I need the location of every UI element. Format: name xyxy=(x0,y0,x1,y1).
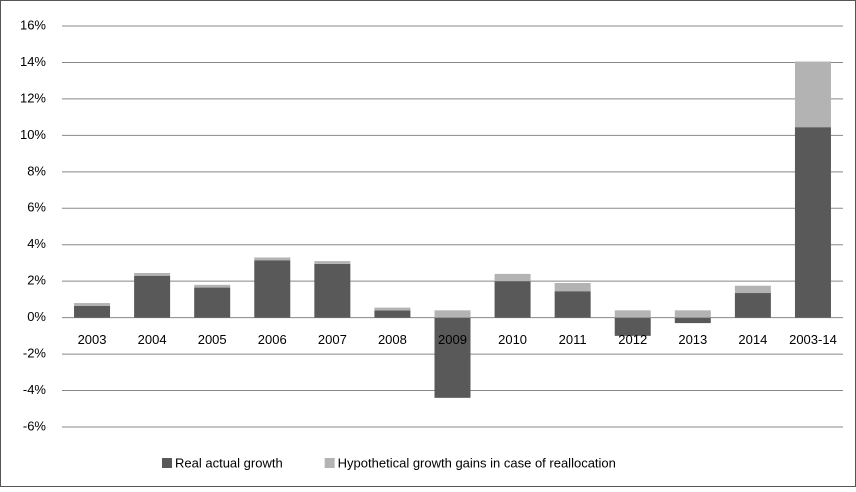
legend-label: Hypothetical growth gains in case of rea… xyxy=(338,455,616,470)
x-tick-label: 2003 xyxy=(78,332,107,347)
bar-segment xyxy=(794,127,831,318)
bar-segment xyxy=(254,257,291,261)
y-tick-label: 8% xyxy=(27,163,46,178)
x-tick-label: 2009 xyxy=(438,332,467,347)
y-tick-label: 2% xyxy=(27,273,46,288)
bar-segment xyxy=(554,283,591,292)
y-tick-label: 0% xyxy=(27,309,46,324)
bar-segment xyxy=(374,307,411,311)
x-tick-label: 2010 xyxy=(498,332,527,347)
y-tick-label: -2% xyxy=(23,346,47,361)
bar-segment xyxy=(254,260,291,318)
bar-segment xyxy=(614,310,651,318)
x-tick-label: 2005 xyxy=(198,332,227,347)
x-tick-label: 2014 xyxy=(738,332,767,347)
bar-segment xyxy=(74,303,111,306)
bar-segment xyxy=(374,310,411,318)
bar-segment xyxy=(674,310,711,318)
bar-segment xyxy=(194,284,231,288)
bar-segment xyxy=(674,317,711,324)
y-tick-label: 12% xyxy=(20,90,46,105)
legend-swatch xyxy=(162,458,172,468)
bar-segment xyxy=(614,317,651,336)
x-tick-label: 2006 xyxy=(258,332,287,347)
legend-label: Real actual growth xyxy=(175,455,283,470)
bar-segment xyxy=(434,317,471,398)
bar-segment xyxy=(194,287,231,318)
y-tick-label: 4% xyxy=(27,236,46,251)
bar-segment xyxy=(494,273,531,282)
bar-segment xyxy=(734,293,771,318)
y-tick-label: 6% xyxy=(27,200,46,215)
x-tick-label: 2013 xyxy=(678,332,707,347)
bar-segment xyxy=(314,261,351,264)
x-tick-label: 2008 xyxy=(378,332,407,347)
y-tick-label: 16% xyxy=(20,17,46,32)
y-tick-label: -4% xyxy=(23,382,47,397)
legend-swatch xyxy=(324,458,335,468)
x-tick-label: 2004 xyxy=(138,332,167,347)
bar-segment xyxy=(134,272,171,276)
y-tick-label: -6% xyxy=(23,418,47,433)
x-tick-label: 2003-14 xyxy=(789,332,837,347)
bar-segment xyxy=(554,291,591,318)
x-tick-label: 2011 xyxy=(559,332,587,347)
bar-segment xyxy=(794,61,831,128)
bar-segment xyxy=(434,310,471,318)
bar-segment xyxy=(494,281,531,318)
x-tick-label: 2007 xyxy=(318,332,347,347)
y-tick-label: 10% xyxy=(20,127,46,142)
y-tick-label: 14% xyxy=(20,54,46,69)
bar-segment xyxy=(314,263,351,318)
bar-segment xyxy=(74,305,111,318)
bar-segment xyxy=(734,285,771,294)
x-tick-label: 2012 xyxy=(618,332,647,347)
bar-segment xyxy=(134,275,171,318)
